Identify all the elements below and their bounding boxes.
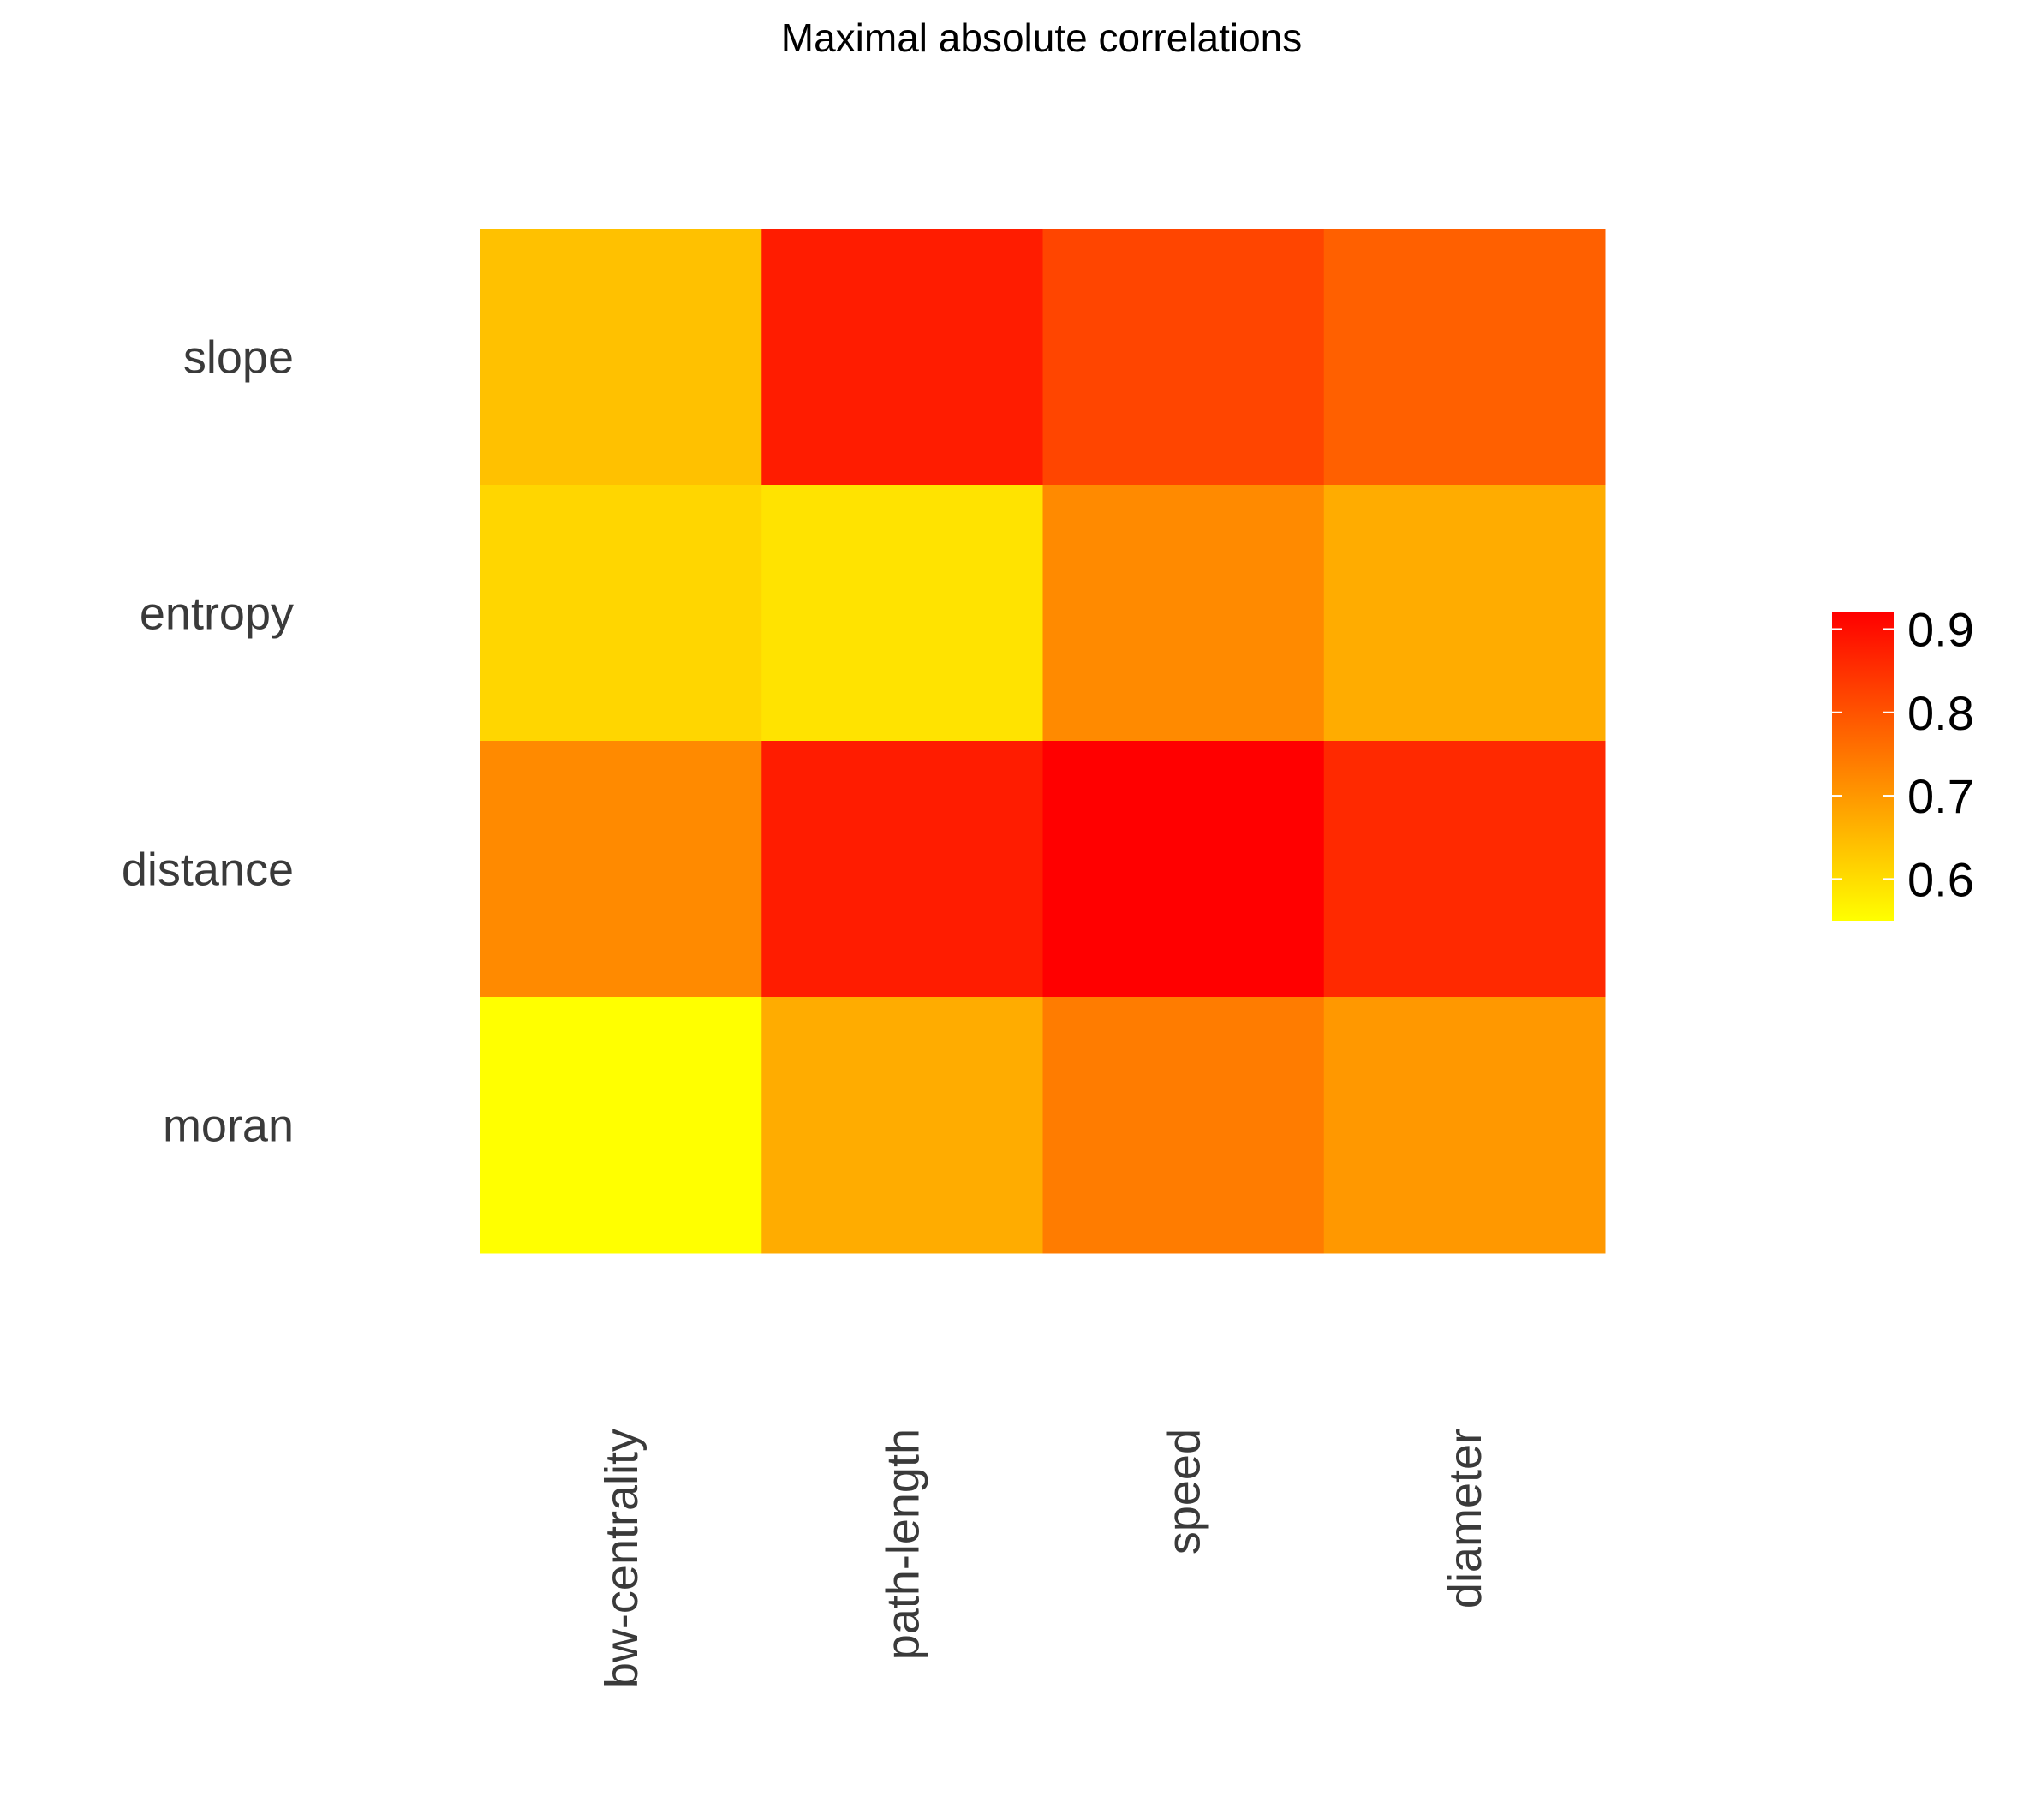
chart-title: Maximal absolute correlations	[781, 15, 1303, 60]
heatmap-cell-moran-speed	[1042, 997, 1325, 1254]
heatmap-cell-entropy-bw-centrality	[480, 485, 762, 742]
heatmap-cell-slope-bw-centrality	[480, 229, 762, 486]
heatmap-cell-entropy-speed	[1042, 485, 1325, 742]
row-labels: slope entropy distance moran	[122, 332, 294, 1152]
column-label-bw-centrality: bw-centrality	[596, 1429, 647, 1688]
color-legend-bar	[1832, 612, 1894, 921]
row-label-slope: slope	[183, 332, 294, 384]
color-legend-ticks: 0.6 0.7 0.8 0.9	[1832, 602, 1974, 906]
heatmap-cell-distance-bw-centrality	[480, 741, 762, 998]
legend-tick-label: 0.7	[1907, 769, 1974, 823]
heatmap-cell-distance-speed	[1042, 741, 1325, 998]
heatmap-cell-slope-speed	[1042, 229, 1325, 486]
heatmap-cell-moran-diameter	[1323, 997, 1606, 1254]
column-labels: bw-centrality path-length speed diameter	[596, 1429, 1491, 1688]
row-label-entropy: entropy	[140, 588, 294, 640]
heatmap-cell-moran-bw-centrality	[480, 997, 762, 1254]
heatmap-cell-entropy-path-length	[761, 485, 1043, 742]
color-legend: 0.6 0.7 0.8 0.9	[1832, 602, 1974, 921]
row-label-distance: distance	[122, 844, 294, 896]
legend-tick-label: 0.6	[1907, 852, 1974, 906]
heatmap-cell-entropy-diameter	[1323, 485, 1606, 742]
row-label-moran: moran	[163, 1101, 294, 1152]
heatmap-cell-slope-diameter	[1323, 229, 1606, 486]
legend-tick-label: 0.8	[1907, 686, 1974, 740]
heatmap-cell-distance-path-length	[761, 741, 1043, 998]
legend-tick-label: 0.9	[1907, 602, 1974, 656]
heatmap-cell-slope-path-length	[761, 229, 1043, 486]
column-label-speed: speed	[1159, 1429, 1210, 1554]
column-label-diameter: diameter	[1440, 1429, 1491, 1608]
heatmap-cell-distance-diameter	[1323, 741, 1606, 998]
heatmap-cell-moran-path-length	[761, 997, 1043, 1254]
heatmap-cells	[480, 229, 1606, 1254]
column-label-path-length: path-length	[877, 1429, 928, 1660]
